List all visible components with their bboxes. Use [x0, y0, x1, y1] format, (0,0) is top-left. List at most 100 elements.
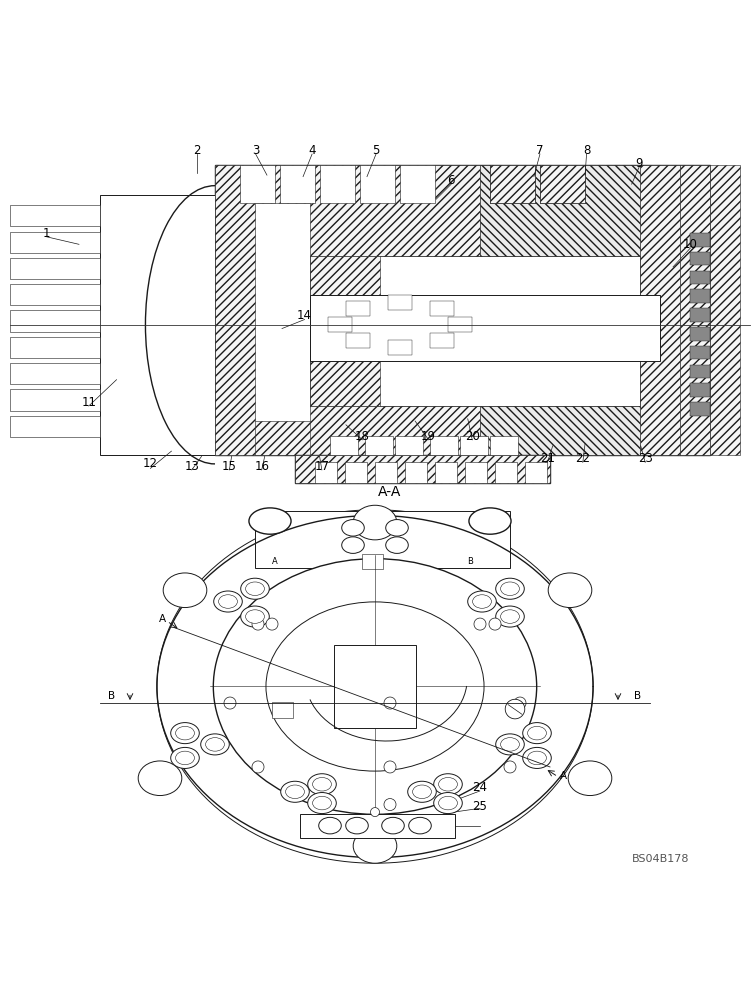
Bar	[690, 308, 710, 322]
Polygon shape	[310, 406, 480, 455]
Ellipse shape	[341, 537, 364, 553]
Text: 18: 18	[355, 430, 370, 443]
Bar	[330, 436, 358, 455]
Circle shape	[504, 761, 516, 773]
Polygon shape	[295, 455, 550, 483]
Bar	[10, 310, 100, 332]
Bar	[490, 165, 535, 203]
Ellipse shape	[308, 774, 336, 795]
Bar	[300, 814, 455, 838]
Bar	[690, 233, 710, 247]
Ellipse shape	[386, 537, 408, 553]
Ellipse shape	[163, 573, 207, 608]
Polygon shape	[680, 165, 710, 455]
Circle shape	[384, 697, 396, 709]
Ellipse shape	[501, 738, 520, 751]
Bar	[10, 337, 100, 358]
Ellipse shape	[214, 559, 537, 814]
Bar	[405, 462, 427, 483]
Ellipse shape	[409, 817, 432, 834]
Circle shape	[266, 618, 278, 630]
Ellipse shape	[319, 817, 341, 834]
Bar	[310, 295, 660, 361]
Text: 22: 22	[575, 452, 590, 465]
Circle shape	[489, 618, 501, 630]
Bar	[10, 363, 100, 384]
Bar	[430, 436, 458, 455]
Bar	[10, 205, 100, 226]
Polygon shape	[215, 421, 370, 455]
Bar	[272, 702, 293, 718]
Ellipse shape	[528, 751, 547, 765]
Circle shape	[224, 697, 236, 709]
Circle shape	[371, 808, 380, 817]
Text: 5: 5	[372, 144, 380, 157]
Circle shape	[252, 618, 264, 630]
Polygon shape	[215, 165, 255, 455]
Ellipse shape	[214, 591, 242, 612]
Ellipse shape	[438, 796, 457, 810]
Ellipse shape	[496, 734, 524, 755]
Bar	[690, 271, 710, 284]
Bar	[525, 462, 547, 483]
Bar	[346, 333, 369, 348]
Polygon shape	[540, 165, 585, 203]
Bar	[334, 645, 417, 728]
Ellipse shape	[528, 726, 547, 740]
Bar	[10, 389, 100, 411]
Text: BS04B178: BS04B178	[632, 854, 689, 864]
Bar	[460, 436, 488, 455]
Ellipse shape	[205, 738, 224, 751]
Text: 20: 20	[465, 430, 480, 443]
Ellipse shape	[434, 793, 462, 814]
Ellipse shape	[469, 508, 511, 534]
Ellipse shape	[353, 505, 397, 540]
Ellipse shape	[408, 781, 436, 802]
Ellipse shape	[523, 747, 551, 768]
Circle shape	[514, 697, 526, 709]
Text: 21: 21	[540, 452, 555, 465]
Ellipse shape	[308, 793, 336, 814]
Bar	[448, 317, 472, 332]
Polygon shape	[157, 510, 593, 863]
Text: A: A	[559, 771, 566, 781]
Text: 1: 1	[43, 227, 50, 240]
Bar	[346, 301, 369, 316]
Ellipse shape	[434, 774, 462, 795]
Text: 25: 25	[472, 800, 487, 813]
Ellipse shape	[569, 761, 612, 796]
Bar	[690, 402, 710, 416]
Ellipse shape	[241, 578, 269, 599]
Bar	[255, 511, 510, 568]
Ellipse shape	[171, 747, 199, 768]
Ellipse shape	[468, 591, 496, 612]
Ellipse shape	[313, 796, 332, 810]
Polygon shape	[640, 165, 680, 455]
Ellipse shape	[548, 573, 592, 608]
Text: 10: 10	[683, 238, 698, 251]
Ellipse shape	[201, 734, 229, 755]
Bar	[690, 383, 710, 397]
Bar	[320, 165, 355, 203]
Text: B: B	[635, 691, 641, 701]
Ellipse shape	[341, 520, 364, 536]
Polygon shape	[480, 406, 640, 455]
Polygon shape	[490, 165, 535, 203]
Ellipse shape	[346, 817, 368, 834]
Bar	[328, 317, 352, 332]
Bar	[690, 365, 710, 378]
Bar	[360, 165, 395, 203]
Bar	[435, 462, 457, 483]
Bar	[388, 340, 412, 355]
Ellipse shape	[246, 582, 265, 596]
Bar	[375, 462, 397, 483]
Text: B: B	[467, 557, 473, 566]
Text: 9: 9	[635, 157, 643, 170]
Bar	[215, 165, 710, 455]
Bar	[280, 165, 315, 203]
Text: 17: 17	[314, 460, 329, 473]
Bar	[10, 416, 100, 437]
Bar	[315, 462, 337, 483]
Circle shape	[505, 699, 525, 719]
Text: 7: 7	[536, 144, 544, 157]
